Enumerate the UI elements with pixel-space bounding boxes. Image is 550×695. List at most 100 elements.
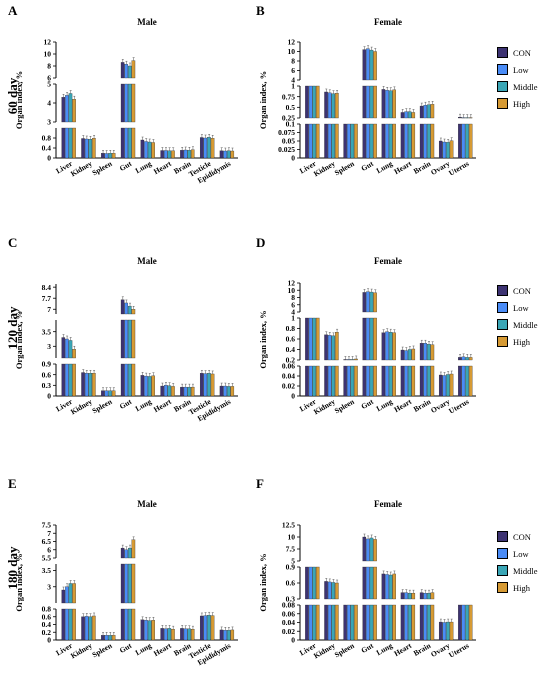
- bar-middle: [68, 608, 73, 641]
- bar-con: [400, 112, 405, 119]
- bar-con: [381, 123, 386, 159]
- bar-middle: [108, 390, 112, 397]
- bar-high: [392, 123, 396, 159]
- y-axis-label: Organ index, %: [258, 553, 268, 611]
- bar-low: [404, 111, 408, 119]
- chart-title: Male: [137, 499, 157, 509]
- bar-middle: [207, 615, 211, 641]
- bar-middle: [167, 628, 172, 641]
- bar-middle: [388, 604, 393, 641]
- bar-con: [120, 62, 125, 79]
- bar-low: [366, 291, 370, 313]
- bar-low: [385, 365, 389, 397]
- bar-con: [81, 616, 85, 641]
- bar-low: [183, 149, 188, 159]
- bar-con: [180, 150, 184, 159]
- y-tick-label: 0.02: [282, 627, 295, 636]
- bar-high: [449, 621, 454, 641]
- bar-high: [468, 365, 473, 397]
- chart-panel-E: Male Organ index, % 00.20.40.60.8 3 3.5 5.566…: [14, 499, 238, 667]
- bar-low: [203, 615, 208, 641]
- legend-item: Low: [497, 61, 538, 78]
- bar-low: [366, 604, 370, 641]
- bar-middle: [388, 332, 393, 361]
- y-tick-label: 0.3: [42, 381, 52, 390]
- bar-high: [335, 582, 339, 600]
- y-tick-label: 0.6: [42, 612, 52, 621]
- bar-con: [180, 628, 184, 641]
- bar-middle: [312, 123, 316, 159]
- legend-item: Middle: [497, 316, 538, 333]
- bar-low: [461, 123, 466, 159]
- bar-middle: [427, 123, 431, 159]
- y-tick-label: 12: [288, 279, 296, 288]
- x-tick-label: Uterus: [447, 641, 470, 660]
- x-tick-label: Uterus: [447, 159, 470, 178]
- bar-con: [160, 150, 164, 159]
- bar-low: [183, 628, 188, 641]
- bar-middle: [465, 357, 469, 361]
- y-tick-label: 3: [47, 582, 51, 591]
- bar-con: [160, 385, 164, 397]
- day-label-60: 60 day: [5, 77, 20, 115]
- bar-high: [316, 85, 320, 119]
- y-tick-label: 8.4: [42, 283, 52, 292]
- bar-low: [65, 586, 69, 604]
- x-tick-label: Heart: [152, 397, 173, 414]
- bar-con: [381, 332, 386, 361]
- bar-low: [308, 604, 313, 641]
- bar-high: [92, 138, 96, 159]
- bar-low: [124, 363, 128, 397]
- bar-con: [381, 365, 386, 397]
- x-tick-label: Ovary: [429, 159, 451, 177]
- y-tick-label: 6.5: [42, 537, 52, 546]
- bar-high: [430, 592, 435, 600]
- bar-low: [104, 390, 109, 397]
- bar-con: [305, 317, 309, 361]
- bar-low: [461, 117, 466, 119]
- legend-bottom: CON Low Middle High: [497, 528, 538, 596]
- y-tick-label: 8: [47, 62, 51, 71]
- bar-con: [81, 138, 85, 159]
- panel-letter-E: E: [8, 476, 17, 491]
- bar-middle: [427, 604, 431, 641]
- y-tick-label: 0.8: [286, 324, 296, 333]
- y-tick-label: 10: [44, 50, 52, 59]
- bar-con: [362, 85, 367, 119]
- bar-high: [468, 357, 473, 361]
- bar-con: [362, 49, 367, 81]
- legend-swatch-con: [497, 531, 508, 542]
- bar-con: [458, 123, 462, 159]
- y-tick-label: 10: [288, 47, 296, 56]
- bar-middle: [187, 150, 191, 159]
- bar-con: [438, 374, 443, 397]
- bar-low: [65, 127, 69, 159]
- bar-high: [210, 373, 215, 397]
- bar-middle: [350, 359, 355, 361]
- bar-high: [210, 138, 215, 159]
- bar-high: [335, 123, 339, 159]
- bar-high: [151, 620, 155, 641]
- bar-middle: [128, 608, 132, 641]
- bar-low: [164, 628, 168, 641]
- x-tick-label: Lung: [375, 641, 395, 657]
- legend-label: CON: [513, 47, 531, 58]
- bar-low: [124, 549, 128, 559]
- x-tick-label: Lung: [134, 397, 154, 413]
- legend-item: CON: [497, 44, 538, 61]
- bar-middle: [312, 85, 316, 119]
- bar-low: [461, 604, 466, 641]
- bar-middle: [226, 386, 231, 397]
- y-tick-label: 0.4: [42, 144, 52, 153]
- bar-middle: [369, 123, 374, 159]
- y-tick-label: 4: [291, 308, 295, 317]
- y-tick-label: 0.06: [282, 362, 295, 371]
- bar-low: [65, 95, 69, 123]
- bar-con: [101, 153, 105, 159]
- legend-item: CON: [497, 282, 538, 299]
- y-tick-label: 0.5: [286, 103, 296, 112]
- bar-low: [327, 335, 332, 361]
- bar-middle: [446, 142, 450, 159]
- bar-low: [385, 331, 389, 361]
